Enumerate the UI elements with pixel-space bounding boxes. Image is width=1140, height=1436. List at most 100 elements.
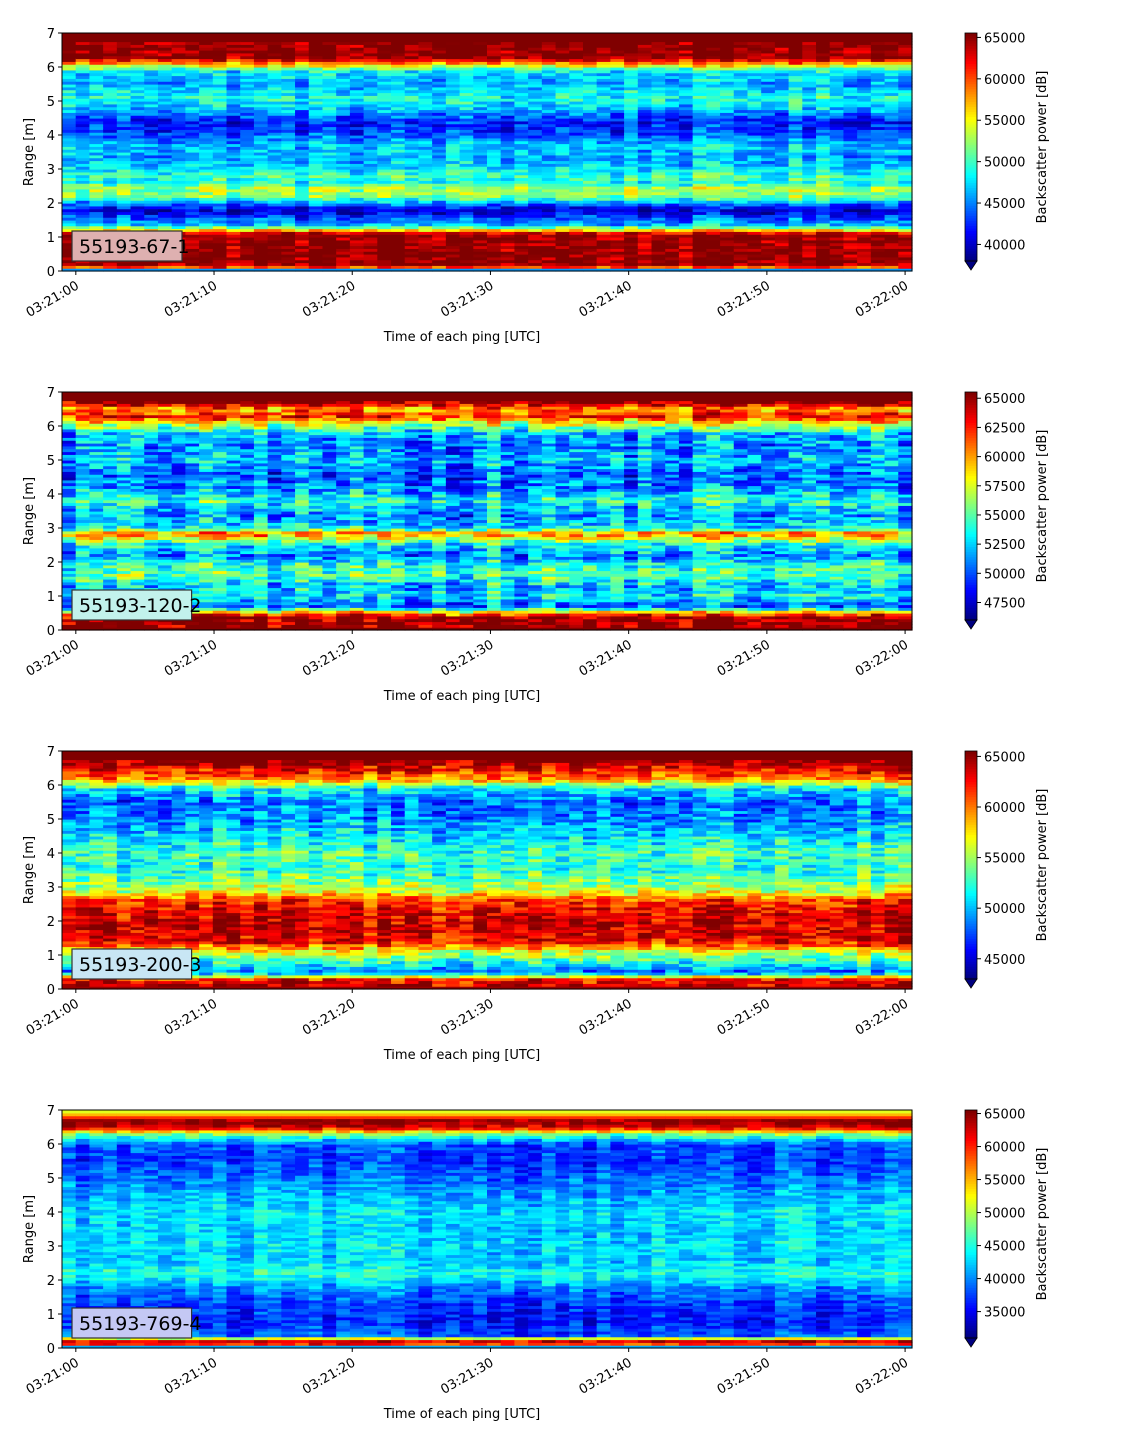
heatmap-cell <box>295 67 310 71</box>
heatmap-cell <box>240 211 255 215</box>
heatmap-cell <box>75 262 91 266</box>
heatmap-cell <box>281 109 296 113</box>
heatmap-cell <box>267 50 282 54</box>
heatmap-cell <box>267 169 282 173</box>
heatmap-cell <box>267 163 282 167</box>
heatmap-cell <box>171 41 186 45</box>
heatmap-cell <box>157 92 173 96</box>
heatmap-cell <box>281 242 296 247</box>
heatmap-cell <box>267 69 282 74</box>
heatmap-cell <box>185 84 200 88</box>
heatmap-cell <box>130 126 145 130</box>
heatmap-cell <box>75 84 91 88</box>
heatmap-cell <box>199 208 214 213</box>
heatmap-cell <box>144 69 159 74</box>
heatmap-cell <box>185 177 200 181</box>
heatmap-cell <box>199 135 214 139</box>
heatmap-cell <box>144 126 159 130</box>
heatmap-cell <box>75 103 91 108</box>
heatmap-cell <box>144 152 159 156</box>
heatmap-cell <box>185 95 200 99</box>
heatmap-cell <box>62 200 77 204</box>
heatmap-cell <box>185 92 200 96</box>
heatmap-cell <box>267 98 282 102</box>
heatmap-cell <box>171 163 186 167</box>
heatmap-cell <box>308 33 324 37</box>
heatmap-cell <box>295 146 310 150</box>
heatmap-cell <box>295 222 310 227</box>
heatmap-cell <box>130 38 145 43</box>
heatmap-cell <box>226 118 241 122</box>
heatmap-cell <box>267 132 282 136</box>
heatmap-cell <box>253 214 269 218</box>
heatmap-cell <box>130 140 145 145</box>
heatmap-cell <box>171 58 186 62</box>
heatmap-cell <box>116 86 132 91</box>
heatmap-cell <box>89 222 104 227</box>
heatmap-cell <box>130 222 145 227</box>
heatmap-cell <box>185 123 200 128</box>
heatmap-cell <box>62 72 77 77</box>
heatmap-cell <box>89 186 104 190</box>
heatmap-cell <box>295 251 310 255</box>
heatmap-cell <box>253 123 269 128</box>
heatmap-cell <box>267 52 282 57</box>
heatmap-cell <box>281 228 296 232</box>
heatmap-cell <box>596 33 611 37</box>
heatmap-cell <box>157 50 173 54</box>
heatmap-cell <box>171 132 186 136</box>
heatmap-cell <box>144 188 159 193</box>
heatmap-cell <box>267 154 282 159</box>
heatmap-cell <box>240 169 255 173</box>
heatmap-cell <box>89 157 104 162</box>
heatmap-cell <box>624 33 639 37</box>
heatmap-cell <box>199 84 214 88</box>
heatmap-cell <box>130 203 145 207</box>
heatmap-cell <box>199 186 214 190</box>
heatmap-cell <box>103 135 118 139</box>
heatmap-cell <box>240 200 255 204</box>
heatmap-cell <box>171 265 186 269</box>
heatmap-cell <box>62 154 77 159</box>
heatmap-cell <box>116 123 132 128</box>
heatmap-cell <box>144 194 159 198</box>
heatmap-cell <box>157 126 173 130</box>
heatmap-cell <box>157 208 173 213</box>
heatmap-cell <box>103 191 118 196</box>
heatmap-cell <box>89 78 104 82</box>
heatmap-cell <box>281 231 296 235</box>
heatmap-cell <box>62 38 77 43</box>
heatmap-cell <box>295 160 310 164</box>
heatmap-cell <box>103 268 118 272</box>
heatmap-cell <box>75 137 91 142</box>
heatmap-cell <box>75 69 91 74</box>
heatmap-cell <box>62 166 77 170</box>
heatmap-cell <box>130 58 145 62</box>
heatmap-cell <box>171 52 186 57</box>
heatmap-cell <box>281 140 296 145</box>
heatmap-cell <box>62 92 77 96</box>
heatmap-cell <box>103 177 118 181</box>
heatmap-cell <box>267 259 282 264</box>
heatmap-cell <box>281 78 296 82</box>
heatmap-cell <box>199 35 214 40</box>
heatmap-cell <box>144 86 159 91</box>
heatmap-cell <box>253 143 269 147</box>
heatmap-cell <box>212 137 228 142</box>
heatmap-cell <box>267 55 282 60</box>
heatmap-cell <box>226 86 241 91</box>
heatmap-cell <box>240 177 255 181</box>
heatmap-cell <box>75 265 91 269</box>
heatmap-cell <box>212 186 228 190</box>
heatmap-cell <box>281 163 296 167</box>
heatmap-cell <box>253 86 269 91</box>
heatmap-cell <box>226 237 241 241</box>
heatmap-cell <box>240 205 255 210</box>
heatmap-cell <box>62 220 77 224</box>
heatmap-cell <box>62 135 77 139</box>
heatmap-cell <box>212 248 228 252</box>
heatmap-cell <box>75 58 91 62</box>
heatmap-cell <box>185 58 200 62</box>
heatmap-cell <box>199 239 214 244</box>
heatmap-cell <box>89 112 104 116</box>
